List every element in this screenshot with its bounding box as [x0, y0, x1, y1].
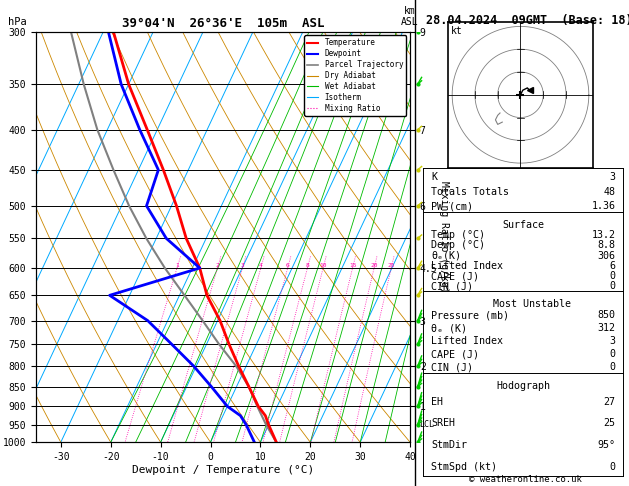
Text: θₑ (K): θₑ (K)	[431, 323, 467, 333]
Text: 850: 850	[598, 310, 615, 320]
Text: PW (cm): PW (cm)	[431, 202, 473, 211]
Text: θₑ(K): θₑ(K)	[431, 251, 461, 260]
Legend: Temperature, Dewpoint, Parcel Trajectory, Dry Adiabat, Wet Adiabat, Isotherm, Mi: Temperature, Dewpoint, Parcel Trajectory…	[304, 35, 406, 116]
Text: CAPE (J): CAPE (J)	[431, 271, 479, 281]
Text: 13.2: 13.2	[591, 230, 615, 240]
Text: 0: 0	[610, 281, 615, 292]
Text: LCL: LCL	[420, 420, 435, 429]
Text: StmSpd (kt): StmSpd (kt)	[431, 462, 498, 471]
Text: 3: 3	[610, 336, 615, 346]
Text: Temp (°C): Temp (°C)	[431, 230, 486, 240]
Text: 306: 306	[598, 251, 615, 260]
Y-axis label: Mixing Ratio (g/kg): Mixing Ratio (g/kg)	[438, 181, 448, 293]
Text: CAPE (J): CAPE (J)	[431, 349, 479, 359]
Text: 0: 0	[610, 349, 615, 359]
Title: 39°04'N  26°36'E  105m  ASL: 39°04'N 26°36'E 105m ASL	[122, 17, 324, 31]
Text: 48: 48	[603, 187, 615, 196]
Text: 2: 2	[216, 263, 220, 268]
Text: hPa: hPa	[8, 17, 26, 28]
Text: SREH: SREH	[431, 418, 455, 428]
Text: Lifted Index: Lifted Index	[431, 261, 503, 271]
Text: EH: EH	[431, 397, 443, 407]
Text: 28.04.2024  09GMT  (Base: 18): 28.04.2024 09GMT (Base: 18)	[426, 14, 629, 27]
Text: 312: 312	[598, 323, 615, 333]
Text: Most Unstable: Most Unstable	[476, 299, 571, 309]
Text: 6: 6	[286, 263, 289, 268]
Text: 3: 3	[610, 172, 615, 182]
Text: 8.8: 8.8	[598, 241, 615, 250]
Text: CIN (J): CIN (J)	[431, 362, 473, 372]
Text: 10: 10	[320, 263, 327, 268]
Text: 4: 4	[259, 263, 263, 268]
X-axis label: Dewpoint / Temperature (°C): Dewpoint / Temperature (°C)	[132, 465, 314, 475]
Text: 0: 0	[610, 462, 615, 471]
Text: 20: 20	[370, 263, 378, 268]
Text: © weatheronline.co.uk: © weatheronline.co.uk	[469, 474, 582, 484]
Text: 15: 15	[349, 263, 356, 268]
Text: 8: 8	[306, 263, 309, 268]
Text: 25: 25	[387, 263, 395, 268]
Text: StmDir: StmDir	[431, 440, 467, 450]
Text: 0: 0	[610, 271, 615, 281]
Text: kt: kt	[450, 26, 462, 36]
Text: 3: 3	[240, 263, 244, 268]
Text: 1.36: 1.36	[591, 202, 615, 211]
Text: 27: 27	[603, 397, 615, 407]
Text: Surface: Surface	[503, 220, 544, 230]
Text: CIN (J): CIN (J)	[431, 281, 473, 292]
Text: 25: 25	[603, 418, 615, 428]
Text: K: K	[431, 172, 437, 182]
Text: Totals Totals: Totals Totals	[431, 187, 509, 196]
Text: 1: 1	[175, 263, 179, 268]
Text: 6: 6	[610, 261, 615, 271]
Text: Lifted Index: Lifted Index	[431, 336, 503, 346]
Text: 0: 0	[610, 362, 615, 372]
Text: 95°: 95°	[598, 440, 615, 450]
Text: Dewp (°C): Dewp (°C)	[431, 241, 486, 250]
Text: Pressure (mb): Pressure (mb)	[431, 310, 509, 320]
Text: Hodograph: Hodograph	[496, 381, 550, 391]
Text: km
ASL: km ASL	[401, 6, 419, 28]
